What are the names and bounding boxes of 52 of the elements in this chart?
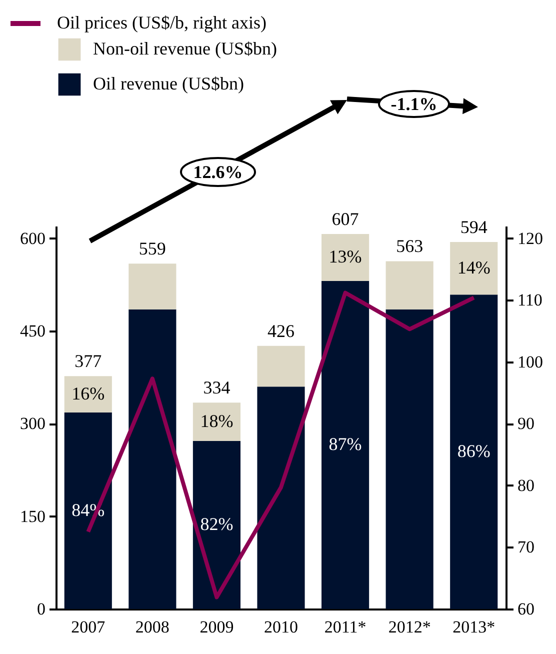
y2-tick-label: 60 <box>518 600 534 618</box>
y-tick-label: 450 <box>20 322 46 341</box>
x-tick-label: 2009 <box>200 618 234 636</box>
y-tick-label: 600 <box>20 228 46 248</box>
y2-tick-label: 120 <box>518 228 543 248</box>
total-label: 559 <box>138 238 166 259</box>
y-tick-label: 0 <box>37 600 46 618</box>
text: -1.1% <box>390 94 438 114</box>
total-label: 377 <box>74 351 102 372</box>
total-label: 607 <box>332 209 359 230</box>
bar <box>450 242 498 295</box>
bar <box>257 386 305 609</box>
bar <box>64 376 112 413</box>
x-tick-label: 2008 <box>135 618 170 636</box>
bar <box>128 309 176 609</box>
annotation: 87% <box>328 434 362 454</box>
bar <box>192 440 240 609</box>
bar <box>386 261 434 310</box>
bar <box>322 234 370 281</box>
total-label: 594 <box>460 217 488 238</box>
y2-tick-label: 100 <box>518 352 543 372</box>
total-label: 334 <box>203 378 230 398</box>
bar <box>450 294 498 609</box>
annotation: 18% <box>200 410 234 431</box>
bar <box>322 280 370 609</box>
y2-tick-label: 70 <box>518 538 534 557</box>
legend-label: Non-oil revenue (US$bn) <box>93 38 277 58</box>
bar <box>128 264 176 310</box>
y2-tick-label: 110 <box>518 290 542 310</box>
bar <box>64 412 112 609</box>
x-tick-label: 2007 <box>71 618 106 636</box>
legend-label: Oil prices (US$/b, right axis) <box>57 12 266 32</box>
legend-label: Oil revenue (US$bn) <box>93 74 244 94</box>
total-label: 563 <box>396 236 424 256</box>
annotation: 86% <box>457 440 490 461</box>
bar <box>192 402 240 441</box>
text: 12.6% <box>193 162 243 182</box>
x-tick-label: 2013* <box>452 618 496 636</box>
bar <box>257 346 305 387</box>
annotation: 82% <box>200 514 234 534</box>
annotation: 13% <box>328 246 362 267</box>
total-label: 426 <box>268 320 294 341</box>
x-tick-label: 2010 <box>264 618 298 636</box>
y2-tick-label: 90 <box>518 414 534 434</box>
y2-tick-label: 80 <box>518 476 534 495</box>
y-tick-label: 150 <box>20 506 46 526</box>
y-tick-label: 300 <box>20 414 46 434</box>
x-tick-label: 2012* <box>388 618 431 636</box>
x-tick-label: 2011* <box>324 618 366 636</box>
bar <box>386 309 434 609</box>
annotation: 16% <box>72 383 105 404</box>
annotation: 14% <box>457 257 490 278</box>
